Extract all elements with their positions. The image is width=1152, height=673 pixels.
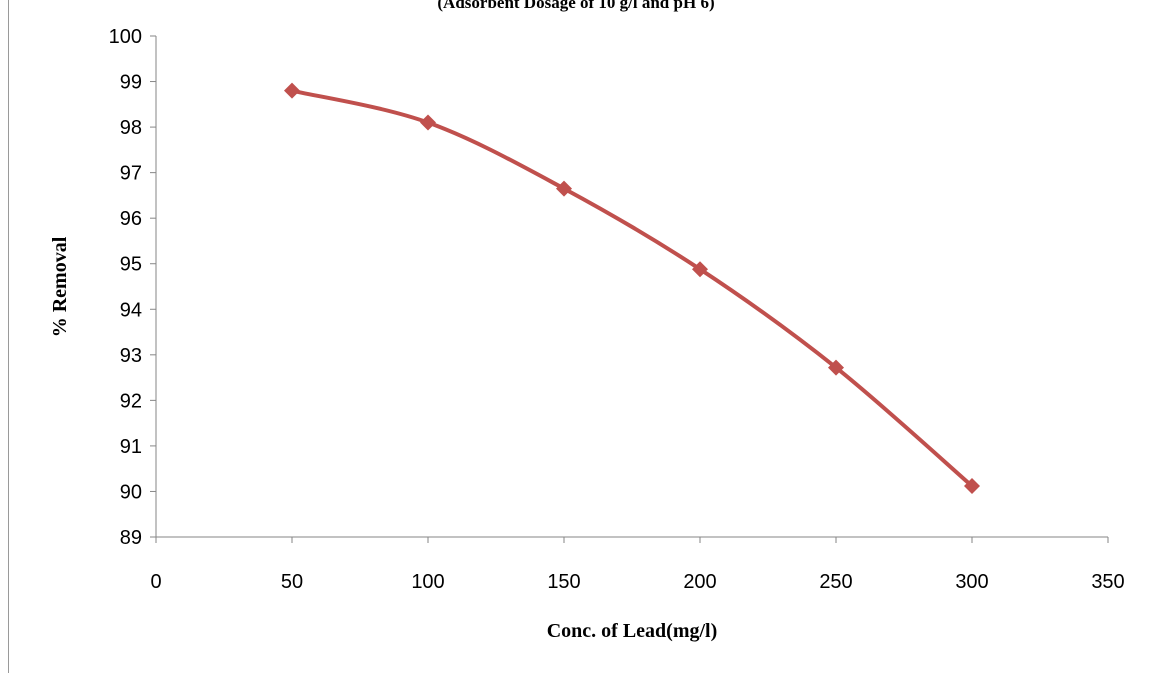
data-point-diamond-icon [828, 359, 844, 376]
axes [155, 36, 1108, 538]
chart-frame [8, 0, 1144, 673]
y-axis-title: % Removal [49, 236, 71, 337]
x-tick-label: 300 [955, 571, 988, 593]
series-group [284, 82, 980, 494]
x-axis-title: Conc. of Lead(mg/l) [547, 620, 718, 642]
x-axis-ticks: 0 50 100 150 200 250 300 350 [150, 537, 1125, 593]
y-tick-label: 89 [120, 527, 142, 549]
x-tick-label: 50 [281, 571, 303, 593]
y-tick-label: 96 [120, 208, 142, 230]
y-tick-label: 95 [120, 254, 142, 276]
y-tick-label: 99 [120, 72, 142, 94]
data-point-diamond-icon [692, 261, 708, 278]
series-line [290, 88, 974, 488]
x-tick-label: 200 [683, 571, 716, 593]
y-tick-label: 98 [120, 117, 142, 139]
x-tick-label: 0 [150, 571, 161, 593]
y-tick-label: 92 [120, 390, 142, 412]
data-point-diamond-icon [284, 82, 300, 99]
y-axis-ticks: 89 90 91 92 93 94 95 96 97 98 99 100 [109, 26, 156, 549]
y-tick-label: 91 [120, 436, 142, 458]
x-tick-label: 100 [411, 571, 444, 593]
y-tick-label: 100 [109, 26, 142, 48]
x-tick-label: 150 [547, 571, 580, 593]
data-point-diamond-icon [420, 114, 436, 131]
data-point-diamond-icon [964, 477, 980, 494]
y-tick-label: 90 [120, 481, 142, 503]
y-tick-label: 97 [120, 163, 142, 185]
x-tick-label: 350 [1091, 571, 1124, 593]
chart-title: (Adsorbent Dosage of 10 g/l and pH 6) [437, 0, 715, 12]
x-tick-label: 250 [819, 571, 852, 593]
data-point-diamond-icon [556, 180, 572, 197]
y-tick-label: 93 [120, 345, 142, 367]
y-tick-label: 94 [120, 299, 142, 321]
